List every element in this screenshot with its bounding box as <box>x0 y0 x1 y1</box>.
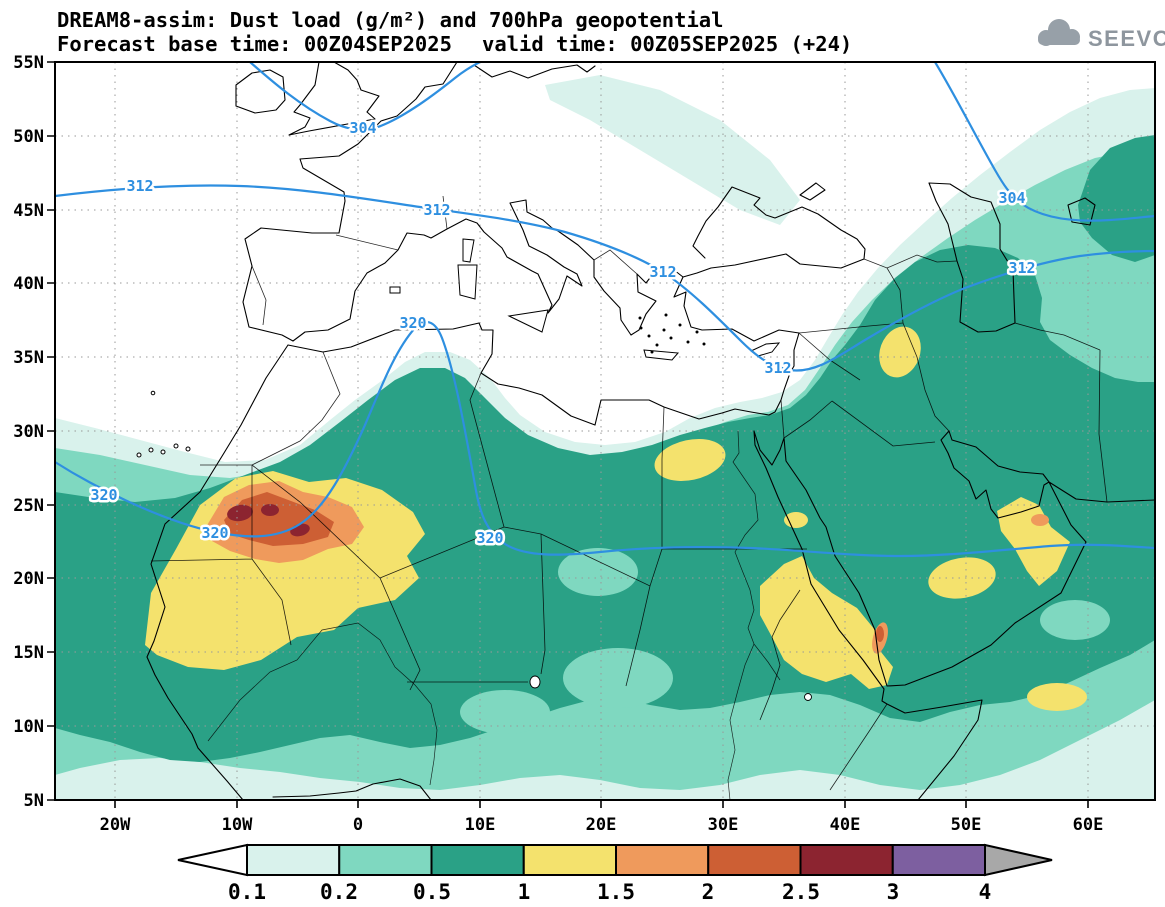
dust-level-1-iraq <box>879 326 921 378</box>
page-title: DREAM8-assim: Dust load (g/m²) and 700hP… <box>57 8 723 32</box>
contour-label: 304 <box>998 189 1025 207</box>
legend-value: 1.5 <box>597 880 635 904</box>
lat-label: 40N <box>13 274 44 294</box>
colorbar-segment <box>338 844 433 876</box>
legend-value: 4 <box>979 880 992 904</box>
geopotential-contour-lines <box>55 62 1155 558</box>
dust-light-pocket <box>563 648 673 708</box>
legend-value: 0.5 <box>413 880 451 904</box>
contour-label: 312 <box>126 177 153 195</box>
islands <box>389 238 781 361</box>
contour-label: 312 <box>649 263 676 281</box>
legend-value: 0.2 <box>320 880 358 904</box>
lon-label: 60E <box>1073 815 1104 835</box>
lat-label: 25N <box>13 496 44 516</box>
contour-304-nw <box>248 62 482 131</box>
lat-axis-labels: 55N 50N 45N 40N 35N 30N 25N 20N 15N 10N … <box>13 53 44 811</box>
colorbar-segment <box>891 844 986 876</box>
dust-level-1-egypt <box>654 439 726 481</box>
seevccc-logo: SEEVCCC <box>1038 19 1165 51</box>
coast-turkey-black-sea <box>673 182 866 342</box>
contour-label: 320 <box>476 529 503 547</box>
lat-label: 20N <box>13 569 44 589</box>
forecast-base-time: Forecast base time: 00Z04SEP2025 <box>57 32 452 56</box>
contour-label: 304 <box>349 119 376 137</box>
dust-light-pocket <box>460 690 550 734</box>
contour-312 <box>55 184 1155 372</box>
contour-320 <box>55 320 1155 558</box>
legend-value: 3 <box>887 880 900 904</box>
lat-label: 5N <box>24 791 44 811</box>
header: DREAM8-assim: Dust load (g/m²) and 700hP… <box>57 8 1165 56</box>
dust-light-pocket <box>558 548 638 596</box>
logo-text: SEEVCCC <box>1088 26 1165 51</box>
colorbar-segment <box>707 844 802 876</box>
legend-value: 1 <box>518 880 531 904</box>
lon-label: 10W <box>222 815 253 835</box>
country-borders <box>150 195 1108 800</box>
lat-label: 55N <box>13 53 44 73</box>
cloud-icon <box>1038 19 1080 46</box>
dust-europe-band <box>545 75 800 225</box>
colorbar-segment <box>799 844 894 876</box>
colorbar-segment <box>522 844 617 876</box>
colorbar-segment <box>430 844 525 876</box>
dust-light-pocket <box>1040 600 1110 640</box>
dust-level-1.5-oman <box>1031 514 1049 526</box>
contour-label: 312 <box>764 359 791 377</box>
lon-axis-labels: 20W 10W 0 10E 20E 30E 40E 50E 60E <box>100 815 1104 835</box>
lake-chad <box>529 675 541 689</box>
lat-label: 35N <box>13 348 44 368</box>
graticule-grid <box>55 62 1155 800</box>
dust-level-2.5-core <box>227 504 253 522</box>
dust-ne-corner <box>1078 135 1155 262</box>
lon-label: 0 <box>353 815 363 835</box>
valid-time: valid time: 00Z05SEP2025 (+24) <box>482 32 852 56</box>
coast-arabia-gulf <box>753 430 1155 800</box>
dust-level-1-somalia <box>1027 683 1087 711</box>
contour-labels: 312 304 312 312 312 304 312 320 320 320 … <box>88 117 1038 550</box>
lat-label: 10N <box>13 717 44 737</box>
rivers <box>207 430 781 800</box>
legend-value: 0.1 <box>228 880 266 904</box>
dust-level-1-saudi <box>928 557 996 599</box>
colorbar-segment <box>246 844 341 876</box>
colorbar-arrow-low <box>177 843 248 877</box>
dust-level-2.5-core <box>261 504 279 516</box>
legend-value: 2 <box>702 880 715 904</box>
contour-304-ne <box>933 62 1155 222</box>
contour-label: 312 <box>423 201 450 219</box>
dust-level-2-red-sea <box>876 626 884 642</box>
colorbar-arrow-high <box>984 843 1053 877</box>
colorbar-segment <box>615 844 710 876</box>
contour-label: 320 <box>90 486 117 504</box>
colorbar-legend: 0.1 0.2 0.5 1 1.5 2 2.5 3 4 <box>177 843 1053 904</box>
lon-label: 10E <box>465 815 496 835</box>
lon-label: 20W <box>100 815 131 835</box>
legend-value: 2.5 <box>782 880 820 904</box>
lon-label: 30E <box>708 815 739 835</box>
contour-label: 320 <box>201 524 228 542</box>
lon-axis-ticks <box>114 800 1089 808</box>
small-islands <box>136 313 706 458</box>
coast-europe <box>235 62 684 342</box>
dust-shading <box>55 75 1155 800</box>
contour-label: 320 <box>399 314 426 332</box>
lat-label: 15N <box>13 643 44 663</box>
contour-label: 312 <box>1008 259 1035 277</box>
lat-axis-ticks <box>47 61 55 801</box>
colorbar-value-labels: 0.1 0.2 0.5 1 1.5 2 2.5 3 4 <box>228 880 991 904</box>
dust-level-1-spot <box>784 512 808 528</box>
lat-label: 30N <box>13 422 44 442</box>
lon-label: 20E <box>586 815 617 835</box>
lon-label: 40E <box>830 815 861 835</box>
lake-tana <box>804 693 812 701</box>
dust-level-1-oman <box>997 497 1070 586</box>
lat-label: 45N <box>13 201 44 221</box>
lon-label: 50E <box>951 815 982 835</box>
lat-label: 50N <box>13 127 44 147</box>
